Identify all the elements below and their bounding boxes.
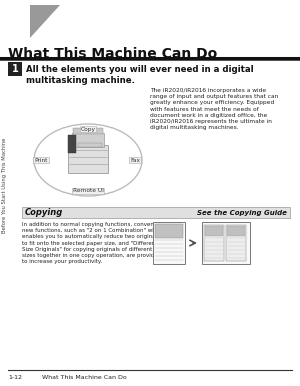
- Bar: [226, 225, 246, 261]
- Text: 1: 1: [12, 64, 18, 74]
- Text: 1-12: 1-12: [8, 375, 22, 380]
- Text: What This Machine Can Do: What This Machine Can Do: [8, 47, 217, 61]
- Polygon shape: [30, 5, 60, 38]
- Bar: [205, 226, 223, 236]
- Bar: [73, 128, 103, 134]
- Text: In addition to normal copying functions, convenient
new functions, such as "2 on: In addition to normal copying functions,…: [22, 222, 164, 264]
- Text: See the Copying Guide: See the Copying Guide: [197, 210, 287, 215]
- Bar: [202, 222, 250, 264]
- Bar: [155, 224, 183, 238]
- Text: Copy: Copy: [80, 127, 95, 132]
- Text: Fax: Fax: [130, 157, 140, 163]
- Text: Before You Start Using This Machine: Before You Start Using This Machine: [2, 137, 8, 233]
- Text: What This Machine Can Do: What This Machine Can Do: [42, 375, 127, 380]
- Text: The iR2020/iR2016 incorporates a wide
range of input and output features that ca: The iR2020/iR2016 incorporates a wide ra…: [150, 88, 278, 130]
- Text: All the elements you will ever need in a digital
multitasking machine.: All the elements you will ever need in a…: [26, 65, 254, 85]
- Bar: [8, 62, 22, 76]
- Text: Print: Print: [34, 157, 48, 163]
- Bar: [22, 207, 290, 218]
- Text: Remote UI: Remote UI: [73, 188, 103, 193]
- Bar: [153, 222, 185, 264]
- Bar: [227, 226, 245, 236]
- Bar: [68, 135, 76, 153]
- Bar: [72, 133, 104, 147]
- Bar: [68, 145, 108, 173]
- Bar: [204, 225, 224, 261]
- Bar: [78, 143, 102, 147]
- Text: Copying: Copying: [25, 208, 63, 217]
